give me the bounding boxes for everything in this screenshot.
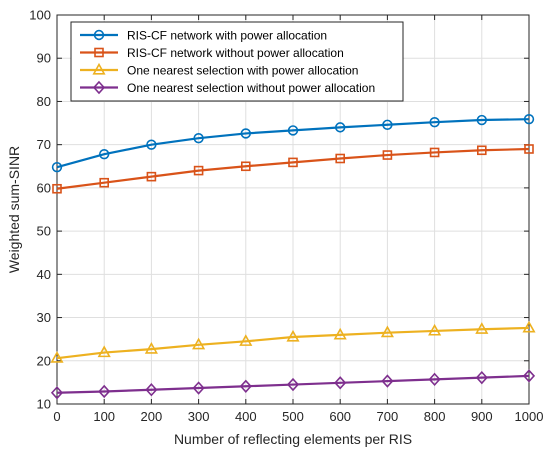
data-point xyxy=(429,116,440,128)
y-tick-label: 60 xyxy=(37,180,51,195)
data-point xyxy=(381,374,394,388)
data-point xyxy=(193,165,204,176)
data-point xyxy=(98,148,110,160)
y-tick-label: 80 xyxy=(37,94,51,109)
series-line xyxy=(56,118,530,169)
data-point xyxy=(97,345,111,358)
data-point xyxy=(428,323,442,336)
legend-label: RIS-CF network with power allocation xyxy=(127,28,327,42)
data-point xyxy=(287,125,299,136)
data-point xyxy=(99,177,109,188)
x-tick-label: 800 xyxy=(424,409,446,424)
x-tick-label: 500 xyxy=(282,409,304,424)
y-tick-label: 20 xyxy=(37,353,51,368)
data-point xyxy=(144,341,158,354)
data-point xyxy=(98,384,111,399)
data-point xyxy=(51,161,63,173)
x-tick-label: 300 xyxy=(188,409,210,424)
data-series xyxy=(50,113,536,400)
data-point xyxy=(239,379,252,393)
data-point xyxy=(380,325,394,338)
legend-label: One nearest selection without power allo… xyxy=(127,81,375,95)
series-4 xyxy=(50,369,536,400)
data-point xyxy=(382,119,393,130)
data-point xyxy=(50,386,64,400)
data-point xyxy=(145,383,158,397)
data-point xyxy=(288,157,298,168)
data-point xyxy=(428,372,441,387)
series-line xyxy=(56,147,530,190)
y-tick-label: 100 xyxy=(29,8,51,23)
x-tick-label: 200 xyxy=(141,409,163,424)
legend-marker xyxy=(92,62,106,75)
data-point xyxy=(382,150,393,160)
data-point xyxy=(50,351,64,363)
series-2 xyxy=(52,144,534,194)
series-line xyxy=(56,374,530,394)
legend-box xyxy=(70,21,404,102)
data-point xyxy=(241,161,251,172)
x-tick-label: 400 xyxy=(235,409,257,424)
legend-item: RIS-CF network with power allocation xyxy=(80,28,327,42)
y-tick-label: 90 xyxy=(37,51,51,66)
y-tick-label: 50 xyxy=(37,224,51,239)
x-tick-label: 700 xyxy=(377,409,399,424)
data-point xyxy=(192,337,206,350)
legend-item: RIS-CF network without power allocation xyxy=(80,46,344,60)
axis-ticks: 0 100 200 300 400 500 600 700 800 900 1000 10 20 30 40… xyxy=(29,8,543,425)
data-point xyxy=(334,376,347,390)
data-point xyxy=(146,139,157,150)
data-point xyxy=(523,113,535,125)
data-point xyxy=(193,132,204,144)
data-point xyxy=(475,322,489,334)
data-point xyxy=(286,377,300,392)
x-tick-label: 0 xyxy=(53,409,60,424)
data-point xyxy=(240,128,252,139)
legend-label: RIS-CF network without power allocation xyxy=(127,46,344,60)
legend: RIS-CF network with power allocation RIS-… xyxy=(70,21,404,102)
data-point xyxy=(335,122,346,133)
x-tick-label: 900 xyxy=(471,409,493,424)
y-tick-label: 10 xyxy=(37,397,51,412)
data-point xyxy=(522,369,536,383)
x-tick-label: 600 xyxy=(329,409,351,424)
x-tick-label: 100 xyxy=(93,409,115,424)
x-axis-title: Number of reflecting elements per RIS xyxy=(174,431,412,447)
data-point xyxy=(475,370,488,385)
data-point xyxy=(524,144,534,154)
series-line xyxy=(56,326,530,360)
legend-item: One nearest selection with power allocat… xyxy=(80,62,358,77)
data-point xyxy=(429,147,440,158)
legend-label: One nearest selection with power allocat… xyxy=(127,63,358,77)
y-axis-title: Weighted sum-SINR xyxy=(6,146,22,273)
y-tick-label: 40 xyxy=(37,267,51,282)
data-point xyxy=(239,334,253,346)
y-tick-label: 70 xyxy=(37,137,51,152)
legend-marker xyxy=(92,80,106,95)
data-point xyxy=(522,320,536,333)
data-point xyxy=(286,329,300,342)
y-tick-label: 30 xyxy=(37,310,51,325)
data-point xyxy=(146,171,157,182)
series-1 xyxy=(51,113,535,173)
data-point xyxy=(476,114,487,126)
data-point xyxy=(333,327,347,340)
series-3 xyxy=(50,320,536,363)
data-point xyxy=(52,183,62,194)
legend-item: One nearest selection without power allo… xyxy=(80,81,375,95)
legend-marker xyxy=(93,29,105,41)
data-point xyxy=(335,153,346,164)
data-point xyxy=(192,381,205,395)
legend-marker xyxy=(94,47,104,58)
data-point xyxy=(476,145,487,156)
x-tick-label: 1000 xyxy=(515,409,544,424)
